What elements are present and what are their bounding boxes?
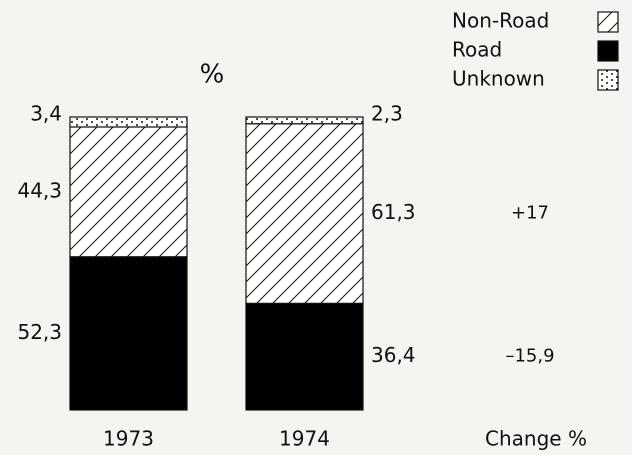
- change-label: –15,9: [505, 346, 554, 367]
- bar-segment: [245, 123, 364, 304]
- bar-segment: [245, 302, 364, 411]
- legend-swatch: [597, 40, 619, 62]
- bar-segment: [69, 116, 188, 128]
- value-label: 61,3: [371, 200, 416, 224]
- legend-label: Unknown: [452, 67, 545, 91]
- legend-label: Non-Road: [452, 9, 549, 33]
- x-tick-label: 1973: [103, 427, 154, 451]
- value-label: 52,3: [17, 320, 62, 344]
- value-label: 3,4: [30, 102, 62, 126]
- x-tick-label: 1974: [279, 427, 330, 451]
- value-label: 44,3: [17, 178, 62, 202]
- legend-swatch: [597, 69, 619, 91]
- legend-label: Road: [452, 38, 502, 62]
- bar-segment: [69, 126, 188, 258]
- legend-swatch: [597, 11, 619, 33]
- chart-title: %: [200, 60, 225, 90]
- value-label: 2,3: [371, 102, 403, 126]
- bar-segment: [69, 256, 188, 411]
- bar-segment: [245, 116, 364, 125]
- change-label: +17: [511, 203, 549, 224]
- change-title: Change %: [485, 427, 587, 451]
- value-label: 36,4: [371, 343, 416, 367]
